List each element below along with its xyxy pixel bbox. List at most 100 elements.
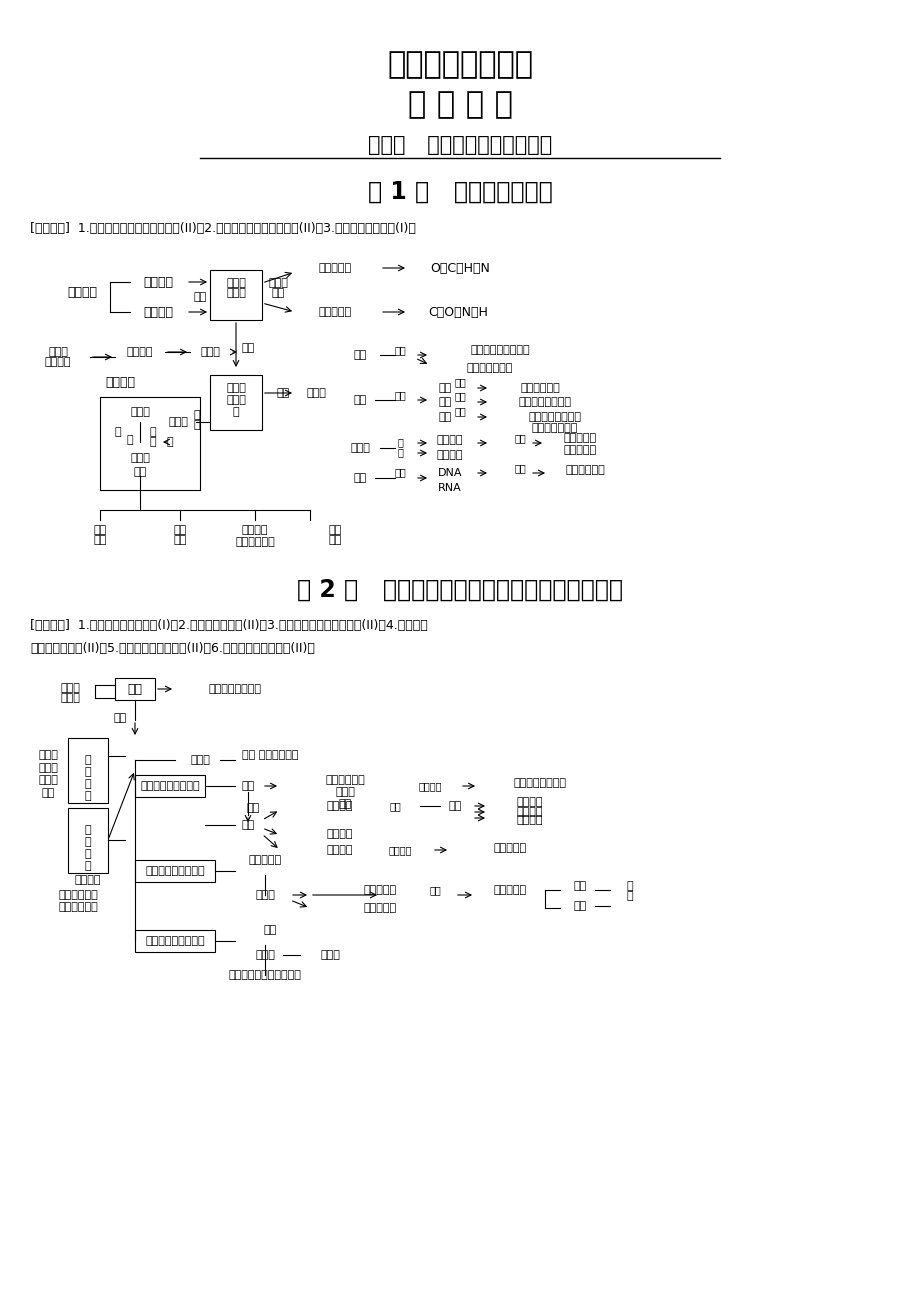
Text: 鲜重前四位: 鲜重前四位 — [318, 263, 351, 274]
Text: 固醇: 固醇 — [437, 412, 451, 422]
Text: 细胞器: 细胞器 — [255, 890, 275, 900]
Text: 细胞学说建立过程: 细胞学说建立过程 — [209, 684, 261, 694]
Text: 包括: 包括 — [393, 466, 405, 477]
Text: 结构: 结构 — [573, 881, 586, 891]
Text: 原: 原 — [85, 754, 91, 765]
Text: 细胞成分: 细胞成分 — [105, 375, 135, 388]
Text: 包: 包 — [194, 410, 200, 420]
Text: 细: 细 — [85, 850, 91, 859]
Text: 细胞: 细胞 — [128, 683, 142, 696]
Text: 有无以核膜为: 有无以核膜为 — [58, 890, 97, 900]
Text: 界限的细胞核: 界限的细胞核 — [58, 902, 97, 912]
Text: 屏障保护: 屏障保护 — [326, 846, 353, 855]
Text: 转: 转 — [115, 427, 121, 437]
Text: 主动运输: 主动运输 — [516, 797, 542, 807]
Text: 细胞核（控制中心）: 细胞核（控制中心） — [145, 936, 205, 946]
Text: 维持代谢与生殖，: 维持代谢与生殖， — [528, 412, 581, 422]
Text: 良好: 良好 — [93, 525, 107, 536]
Text: 核酸: 核酸 — [353, 473, 367, 483]
Text: 功能: 功能 — [133, 466, 146, 477]
Text: 跨膜: 跨膜 — [389, 801, 401, 810]
Text: 选择透过性: 选择透过性 — [493, 843, 526, 853]
Text: 水: 水 — [166, 437, 173, 447]
Text: [考纲要求]  1.细胞学说的建立过程(I)。2.多种多样的细胞(II)。3.细胞膜系统的结构和功能(II)。4.主要细胞: [考纲要求] 1.细胞学说的建立过程(I)。2.多种多样的细胞(II)。3.细胞… — [30, 619, 427, 632]
Text: [考纲要求]  1.蛋白质、核酸的结构和功能(II)。2.糖类、脂质的种类和作用(II)。3.水和无机盐的作用(I)。: [考纲要求] 1.蛋白质、核酸的结构和功能(II)。2.糖类、脂质的种类和作用(… — [30, 222, 415, 235]
Bar — [135, 930, 215, 952]
Text: 包: 包 — [150, 427, 156, 437]
Text: 自由水: 自由水 — [130, 453, 150, 463]
Bar — [68, 737, 108, 803]
Text: 功能: 功能 — [573, 900, 586, 911]
Text: 物质进出: 物质进出 — [326, 829, 353, 839]
Text: 第 1 讲   细胞的分子组成: 第 1 讲 细胞的分子组成 — [368, 180, 551, 205]
Text: 干重前四位: 干重前四位 — [318, 308, 351, 317]
Text: 无机盐: 无机盐 — [199, 347, 220, 357]
Text: 细胞膜: 细胞膜 — [38, 764, 58, 773]
Text: 功能: 功能 — [454, 407, 465, 416]
Text: 反应: 反应 — [173, 525, 187, 536]
Text: 大量元素: 大量元素 — [142, 275, 173, 288]
Text: 括: 括 — [150, 437, 156, 447]
Text: 核膜: 核膜 — [263, 925, 277, 936]
Text: 拟核: 拟核 — [41, 788, 54, 797]
Text: 细胞质基质: 细胞质基质 — [248, 855, 281, 865]
Bar — [115, 678, 154, 700]
Text: 器的结构和功能(II)。5.细胞核的结构和功能(II)。6.物质出入细胞的方式(II)。: 器的结构和功能(II)。5.细胞核的结构和功能(II)。6.物质出入细胞的方式(… — [30, 641, 314, 654]
Text: 溶剂: 溶剂 — [93, 536, 107, 545]
Text: 细胞质: 细胞质 — [38, 775, 58, 784]
Text: 染色质: 染色质 — [255, 950, 275, 960]
Text: 功能: 功能 — [454, 391, 465, 401]
Text: 蛋白质: 蛋白质 — [350, 443, 369, 453]
Text: 磷脂双分子层: 磷脂双分子层 — [324, 775, 365, 784]
Text: 化: 化 — [127, 435, 133, 446]
Text: （参与代谢）: （参与代谢） — [235, 537, 275, 547]
Text: 脂肪: 脂肪 — [437, 383, 451, 394]
Text: 主要的能源物质: 主要的能源物质 — [466, 364, 513, 373]
Text: 功能蛋白: 功能蛋白 — [437, 450, 463, 460]
Text: 细胞质（代谢中心）: 细胞质（代谢中心） — [145, 866, 205, 876]
Text: 主要承担者: 主要承担者 — [562, 446, 596, 455]
Text: 结合水: 结合水 — [130, 407, 150, 417]
Text: 细: 细 — [85, 779, 91, 790]
Text: 主要储能物质: 主要储能物质 — [519, 383, 560, 394]
Text: 功能特点: 功能特点 — [388, 846, 412, 855]
Bar — [210, 375, 262, 430]
Text: 结构: 结构 — [241, 780, 255, 791]
Text: 存在形式: 存在形式 — [127, 347, 153, 357]
Text: 构成细胞的重要物质: 构成细胞的重要物质 — [470, 345, 529, 354]
Text: 媒介: 媒介 — [173, 536, 187, 545]
Text: 多样性: 多样性 — [60, 683, 80, 693]
Text: 结构特点: 结构特点 — [418, 780, 441, 791]
Text: 决定: 决定 — [246, 803, 259, 813]
Text: 蛋白质: 蛋白质 — [335, 787, 355, 797]
Text: 信息交换: 信息交换 — [326, 801, 353, 810]
Bar — [210, 270, 262, 321]
Text: 核仁：参与核糖体的形成: 核仁：参与核糖体的形成 — [228, 969, 301, 980]
Text: 多糖: 多糖 — [338, 799, 351, 809]
Text: 核: 核 — [85, 767, 91, 777]
Text: 的化合: 的化合 — [226, 395, 245, 405]
Text: 包括: 包括 — [393, 390, 405, 400]
Text: 携带遗传物质: 携带遗传物质 — [564, 465, 604, 476]
Text: 决: 决 — [626, 881, 632, 891]
Bar — [135, 775, 205, 797]
Text: 协助扩散: 协助扩散 — [516, 807, 542, 817]
Text: 糖类: 糖类 — [353, 351, 367, 360]
Text: 统一性: 统一性 — [60, 693, 80, 704]
Text: 生命活动的: 生命活动的 — [562, 433, 596, 443]
Text: 细胞中: 细胞中 — [226, 383, 245, 394]
Text: 必需元素: 必需元素 — [67, 285, 96, 298]
Text: 自由扩散: 自由扩散 — [516, 814, 542, 825]
Text: DNA: DNA — [437, 468, 461, 478]
Text: 细胞壁: 细胞壁 — [38, 751, 58, 760]
Text: 物: 物 — [233, 407, 239, 417]
Text: 组成: 组成 — [241, 343, 255, 353]
Text: 染色体: 染色体 — [320, 950, 339, 960]
Text: 细胞壁: 细胞壁 — [190, 754, 210, 765]
Text: 专题一   细胞的分子组成和结构: 专题一 细胞的分子组成和结构 — [368, 136, 551, 155]
Text: 百分比: 百分比 — [267, 278, 288, 288]
Text: 物质: 物质 — [328, 536, 341, 545]
Text: 包括: 包括 — [193, 292, 207, 302]
Text: 脂质: 脂质 — [353, 395, 367, 405]
Text: 主要以: 主要以 — [48, 347, 68, 357]
